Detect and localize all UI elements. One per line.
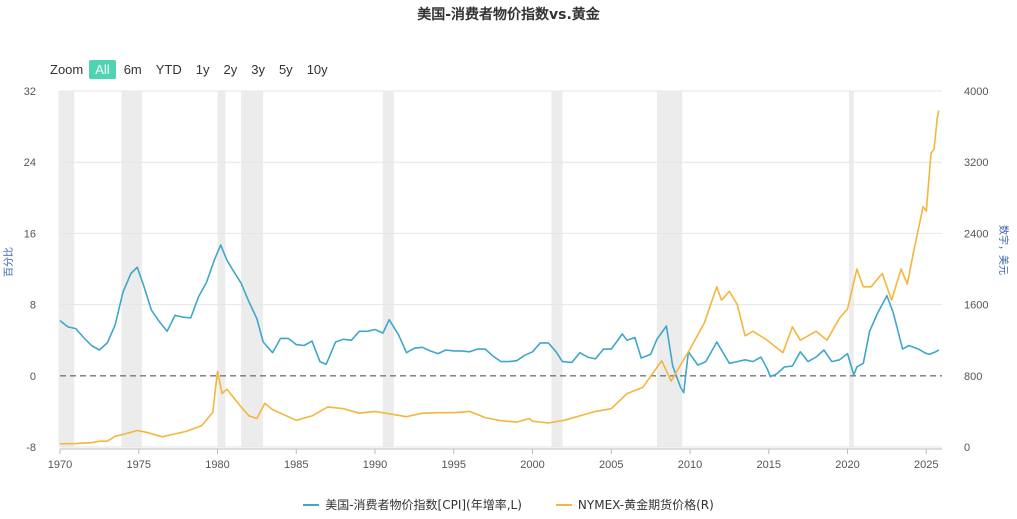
recession-band-4 — [382, 91, 394, 447]
left-tick-label: 0 — [30, 371, 36, 383]
right-tick-label: 1600 — [964, 300, 988, 312]
zoom-button-6m[interactable]: 6m — [123, 61, 142, 77]
left-tick-label: 32 — [24, 86, 36, 98]
recession-band-7 — [849, 91, 854, 447]
x-tick-label: 2000 — [520, 459, 544, 471]
left-tick-label: 8 — [30, 300, 36, 312]
recession-band-6 — [656, 91, 683, 447]
x-tick-label: 2020 — [835, 459, 859, 471]
left-axis-label: 百分比 — [3, 247, 15, 277]
zoom-button-1y[interactable]: 1y — [195, 61, 210, 77]
left-tick-label: 24 — [24, 157, 36, 169]
x-tick-label: 1995 — [442, 459, 466, 471]
recession-band-5 — [551, 91, 563, 447]
x-tick-label: 1990 — [363, 459, 387, 471]
zoom-button-10y[interactable]: 10y — [306, 61, 328, 77]
series-line-gold — [59, 110, 940, 445]
right-tick-label: 2400 — [964, 228, 988, 240]
x-tick-label: 2010 — [678, 459, 702, 471]
recession-band-1 — [121, 91, 142, 447]
x-tick-label: 1985 — [284, 459, 308, 471]
legend-label-cpi: 美国-消费者物价指数[CPI](年增率,L) — [325, 498, 522, 512]
x-tick-label: 1980 — [205, 459, 229, 471]
legend-item-cpi[interactable]: 美国-消费者物价指数[CPI](年增率,L) — [303, 496, 522, 513]
chart-title: 美国-消费者物价指数vs.黄金 — [417, 7, 600, 23]
zoom-label: Zoom — [50, 61, 84, 77]
right-tick-label: 800 — [964, 371, 982, 383]
series-line-cpi — [59, 244, 940, 394]
series-lines — [59, 110, 940, 445]
x-tick-label: 1975 — [127, 459, 151, 471]
zoom-button-all[interactable]: All — [89, 59, 116, 79]
zoom-range-selector: Zoom All 6m YTD 1y 2y 3y 5y 10y — [50, 58, 336, 80]
recession-band-0 — [58, 91, 75, 447]
x-tick-label: 1970 — [48, 459, 72, 471]
legend-item-gold[interactable]: NYMEX-黄金期货价格(R) — [555, 496, 714, 513]
x-tick-label: 2005 — [599, 459, 623, 471]
legend-swatch-gold — [555, 503, 572, 506]
gridlines — [60, 90, 942, 450]
left-tick-label: -8 — [26, 442, 36, 454]
recession-band-3 — [241, 91, 264, 447]
x-tick-label: 2025 — [914, 459, 938, 471]
left-tick-label: 16 — [24, 228, 36, 240]
right-tick-label: 0 — [964, 442, 970, 454]
right-tick-label: 4000 — [964, 86, 988, 98]
recession-shading — [58, 91, 854, 447]
zoom-button-3y[interactable]: 3y — [251, 61, 265, 77]
zoom-button-5y[interactable]: 5y — [278, 61, 293, 77]
legend-swatch-cpi — [303, 503, 320, 506]
right-axis-label: 数字，美元 — [997, 225, 1010, 275]
zoom-button-ytd[interactable]: YTD — [155, 61, 182, 77]
legend: 美国-消费者物价指数[CPI](年增率,L) NYMEX-黄金期货价格(R) — [0, 496, 1017, 513]
axis-ticks: -8 0 8 16 24 32 0 800 1600 2400 3200 4000 1970 1975 19… — [24, 86, 989, 471]
x-tick-label: 2015 — [757, 459, 781, 471]
recession-band-2 — [217, 91, 226, 447]
legend-label-gold: NYMEX-黄金期货价格(R) — [577, 498, 714, 512]
right-tick-label: 3200 — [964, 157, 988, 169]
zoom-button-2y[interactable]: 2y — [223, 61, 238, 77]
